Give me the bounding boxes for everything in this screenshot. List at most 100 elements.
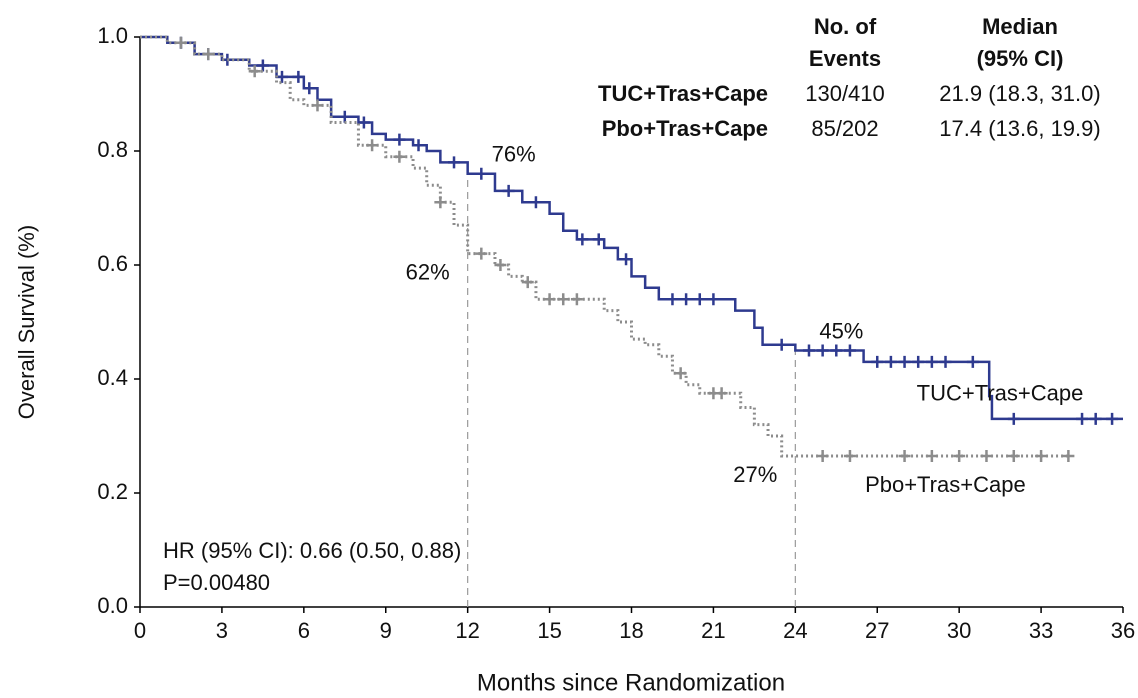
- censor-mark: [557, 293, 570, 306]
- y-tick-label: 0.8: [97, 137, 128, 162]
- table-header: No. of: [814, 14, 877, 39]
- table-header: Events: [809, 46, 881, 71]
- censor-mark: [502, 184, 515, 197]
- censor-mark: [843, 344, 856, 357]
- censor-mark: [620, 253, 633, 266]
- censor-mark: [666, 293, 679, 306]
- x-tick-label: 3: [216, 618, 228, 643]
- censor-mark: [475, 247, 488, 260]
- censor-mark: [357, 116, 370, 129]
- censor-mark: [202, 48, 215, 61]
- censor-mark: [925, 355, 938, 368]
- annotation: 27%: [733, 462, 777, 487]
- y-tick-label: 1.0: [97, 23, 128, 48]
- censor-mark: [292, 70, 305, 83]
- p-text: P=0.00480: [163, 570, 270, 595]
- censor-mark: [912, 355, 925, 368]
- censor-mark: [980, 449, 993, 462]
- censor-mark: [871, 355, 884, 368]
- censor-mark: [775, 338, 788, 351]
- censor-mark: [884, 355, 897, 368]
- censor-mark: [816, 449, 829, 462]
- censor-mark: [1076, 412, 1089, 425]
- censor-mark: [412, 139, 425, 152]
- x-tick-label: 18: [619, 618, 643, 643]
- censor-mark: [953, 449, 966, 462]
- censor-mark: [338, 110, 351, 123]
- series-label: Pbo+Tras+Cape: [865, 472, 1026, 497]
- censor-mark: [475, 167, 488, 180]
- censor-mark: [434, 196, 447, 209]
- censor-mark: [529, 196, 542, 209]
- censor-mark: [1062, 449, 1075, 462]
- censor-mark: [966, 355, 979, 368]
- censor-mark: [898, 355, 911, 368]
- censor-mark: [576, 233, 589, 246]
- table-row-label: TUC+Tras+Cape: [598, 81, 768, 106]
- table-cell: 130/410: [805, 81, 885, 106]
- x-tick-label: 33: [1029, 618, 1053, 643]
- table-row-label: Pbo+Tras+Cape: [602, 116, 768, 141]
- series-label: TUC+Tras+Cape: [917, 381, 1084, 406]
- censor-mark: [393, 150, 406, 163]
- censor-mark: [715, 387, 728, 400]
- x-axis-label: Months since Randomization: [477, 669, 785, 696]
- x-tick-label: 36: [1111, 618, 1135, 643]
- x-tick-label: 6: [298, 618, 310, 643]
- censor-mark: [570, 293, 583, 306]
- censor-mark: [680, 293, 693, 306]
- censor-mark: [816, 344, 829, 357]
- censor-mark: [1089, 412, 1102, 425]
- censor-mark: [248, 65, 261, 78]
- annotation: 45%: [819, 318, 863, 343]
- x-tick-label: 15: [537, 618, 561, 643]
- censor-mark: [311, 99, 324, 112]
- censor-mark: [256, 59, 269, 72]
- censor-mark: [543, 293, 556, 306]
- x-tick-label: 27: [865, 618, 889, 643]
- y-tick-label: 0.4: [97, 365, 128, 390]
- censor-mark: [939, 355, 952, 368]
- table-header: (95% CI): [977, 46, 1064, 71]
- censor-mark: [1007, 449, 1020, 462]
- x-tick-label: 0: [134, 618, 146, 643]
- censor-mark: [802, 344, 815, 357]
- censor-mark: [393, 133, 406, 146]
- hr-text: HR (95% CI): 0.66 (0.50, 0.88): [163, 538, 461, 563]
- censor-mark: [1035, 449, 1048, 462]
- x-tick-label: 12: [455, 618, 479, 643]
- censor-mark: [494, 259, 507, 271]
- censor-mark: [303, 82, 316, 95]
- censor-mark: [674, 367, 687, 380]
- table-cell: 85/202: [811, 116, 878, 141]
- annotation: 76%: [492, 142, 536, 167]
- censor-mark: [521, 276, 534, 289]
- table-cell: 17.4 (13.6, 19.9): [939, 116, 1100, 141]
- censor-mark: [830, 344, 843, 357]
- censor-mark: [1106, 412, 1119, 425]
- censor-mark: [592, 233, 605, 246]
- censor-mark: [707, 293, 720, 306]
- y-tick-label: 0.6: [97, 251, 128, 276]
- censor-mark: [1007, 412, 1020, 425]
- x-tick-label: 9: [380, 618, 392, 643]
- censor-mark: [843, 449, 856, 462]
- censor-mark: [174, 36, 187, 49]
- x-tick-label: 21: [701, 618, 725, 643]
- censor-mark: [448, 156, 461, 169]
- y-tick-label: 0.0: [97, 593, 128, 618]
- x-tick-label: 30: [947, 618, 971, 643]
- annotation: 62%: [406, 259, 450, 284]
- censor-mark: [693, 293, 706, 306]
- censor-mark: [925, 449, 938, 462]
- x-tick-label: 24: [783, 618, 807, 643]
- table-header: Median: [982, 14, 1058, 39]
- survival-curve: [140, 35, 1069, 458]
- censor-mark: [898, 449, 911, 462]
- censor-mark: [366, 139, 379, 152]
- table-cell: 21.9 (18.3, 31.0): [939, 81, 1100, 106]
- y-tick-label: 0.2: [97, 479, 128, 504]
- y-axis-label: Overall Survival (%): [14, 225, 39, 419]
